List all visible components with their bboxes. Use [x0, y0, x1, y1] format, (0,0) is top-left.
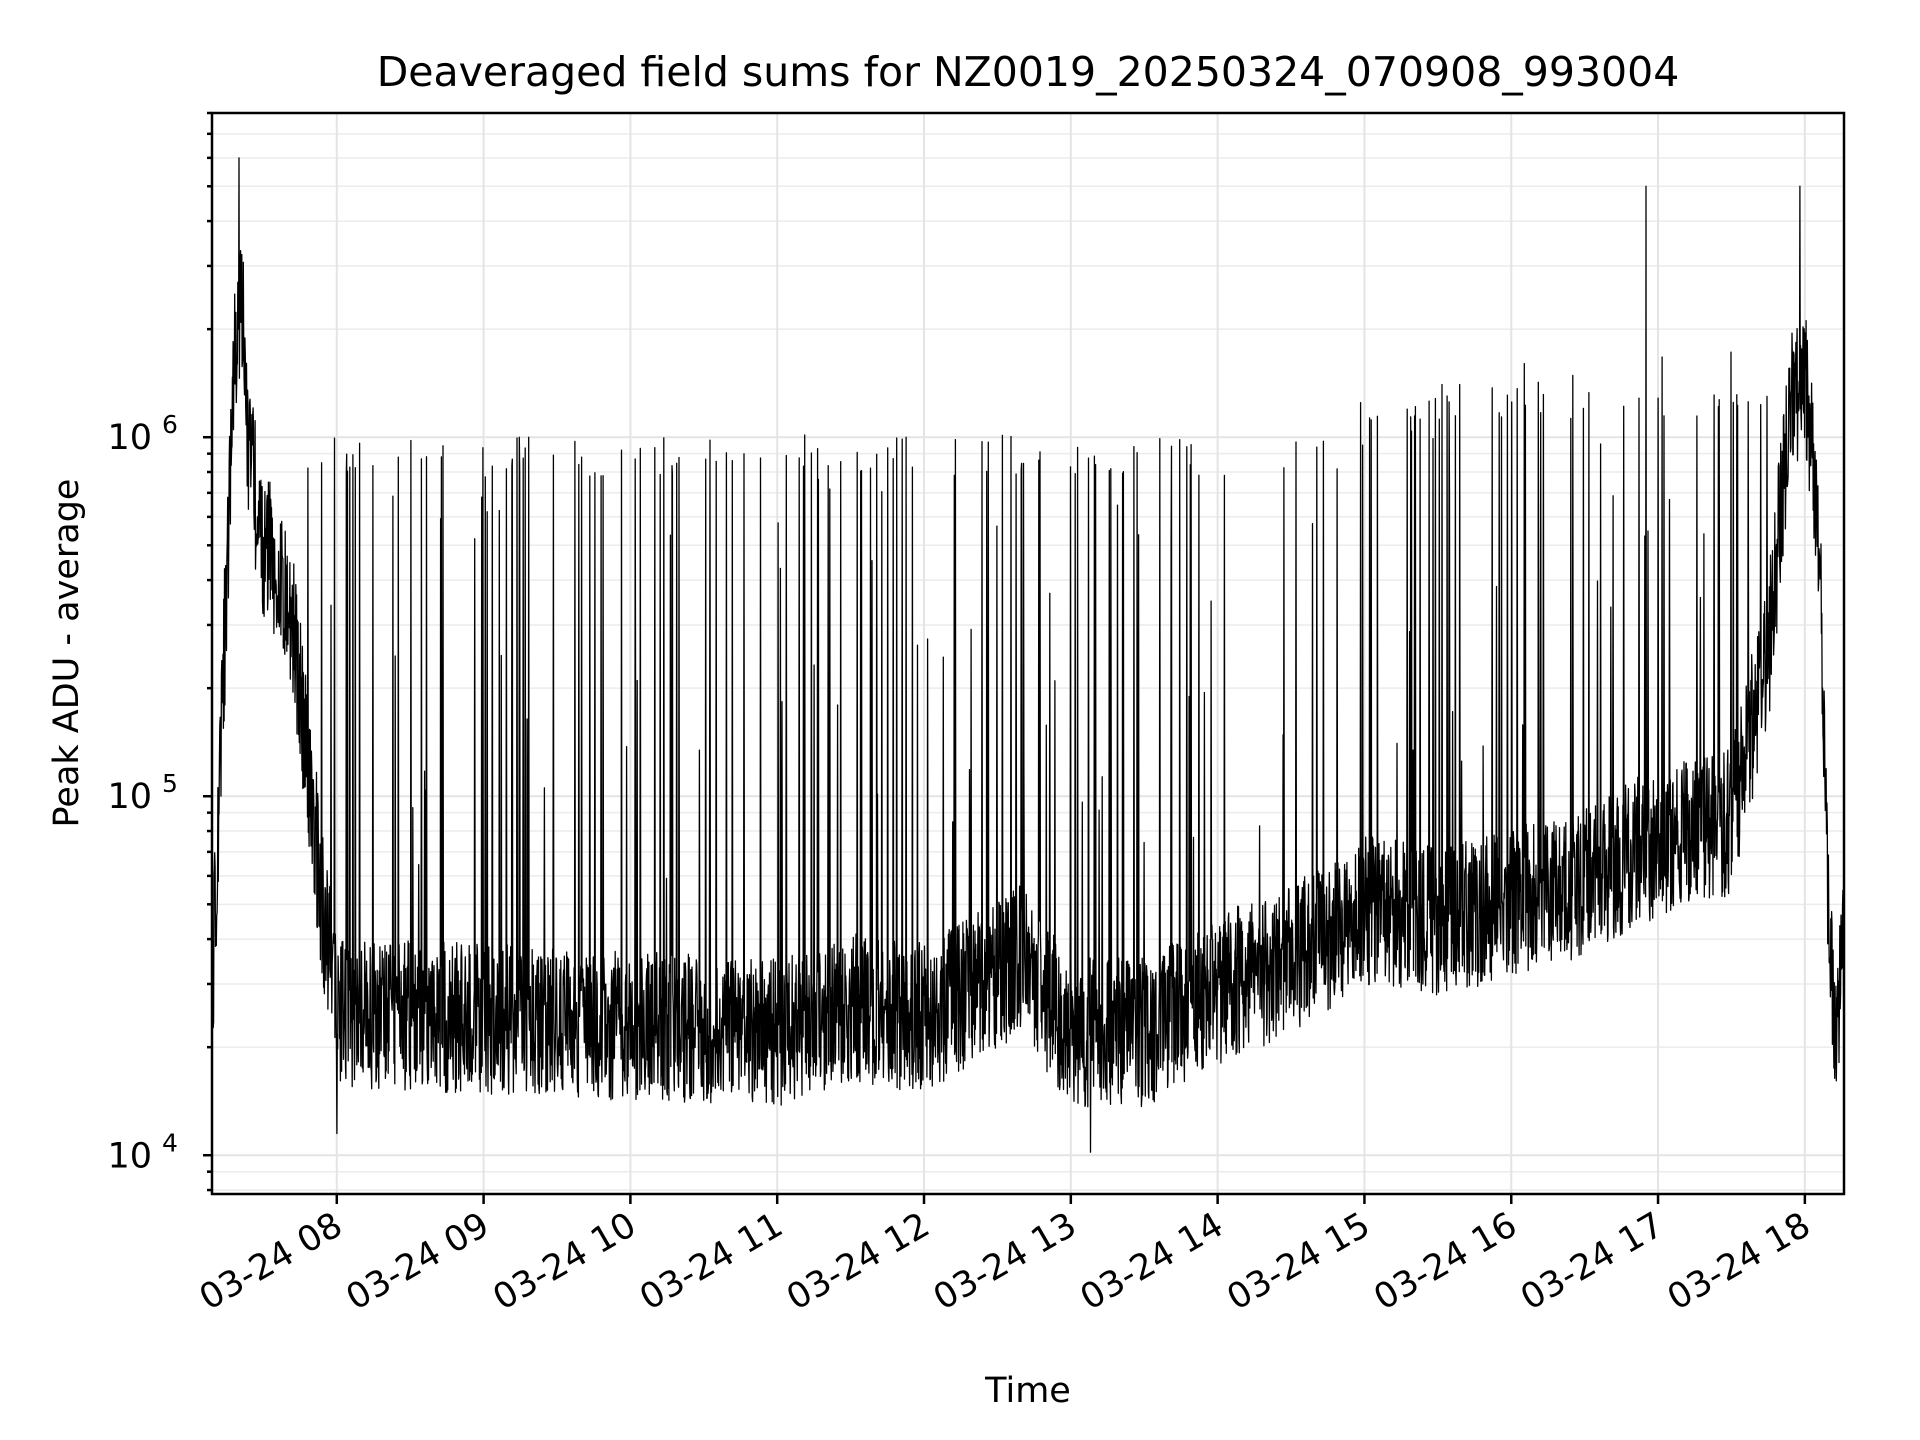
x-axis-label: Time	[984, 1371, 1071, 1411]
series-layer	[211, 157, 1845, 1153]
y-tick-label-exponent: 6	[162, 410, 178, 439]
y-axis-label: Peak ADU - average	[47, 479, 87, 828]
y-tick-label: 10	[107, 1136, 152, 1176]
y-tick-label-exponent: 5	[162, 769, 178, 798]
y-tick-label: 10	[107, 418, 152, 458]
y-tick-label-exponent: 4	[162, 1128, 178, 1157]
chart-title: Deaveraged field sums for NZ0019_2025032…	[377, 48, 1680, 96]
y-tick-label: 10	[107, 777, 152, 817]
y-axis: 10 4 10 5 10 6	[107, 111, 212, 1192]
series-line	[211, 157, 1845, 1153]
plot-area	[210, 111, 1846, 1196]
plot-frame	[210, 111, 1846, 1196]
